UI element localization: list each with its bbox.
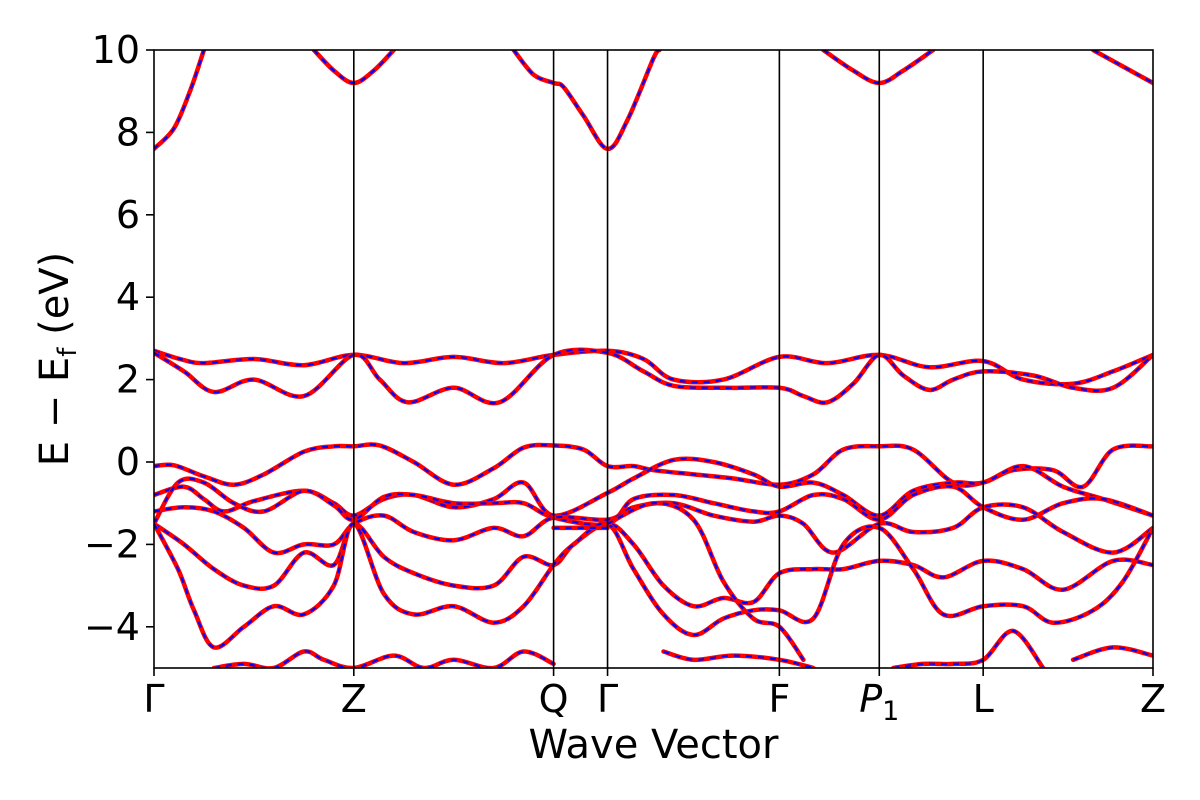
y-axis-label-main: E − E — [32, 357, 78, 467]
y-tick-label-5: 6 — [116, 193, 140, 237]
x-tick-label-7: Z — [1140, 677, 1166, 721]
band-8-line — [154, 456, 1153, 518]
y-axis-label-unit: (eV) — [32, 252, 78, 348]
band-6-overlay — [154, 348, 1153, 405]
band-11-line — [154, 521, 1153, 609]
band-18-overlay — [1072, 646, 1153, 661]
y-axis-label-sub: f — [53, 347, 83, 357]
band-4-overlay — [1092, 50, 1153, 84]
y-axis-label: E − Ef (eV) — [32, 252, 83, 467]
band-0-line — [154, 50, 207, 152]
y-tick-label-6: 8 — [116, 110, 140, 154]
band-0-overlay — [154, 50, 205, 150]
band-4-line — [1090, 50, 1153, 86]
band-12-line — [154, 520, 1153, 650]
band-15-line — [211, 649, 556, 668]
kpoint-lines — [352, 50, 984, 668]
band-2-overlay — [512, 50, 661, 150]
y-tick-label-1: −2 — [84, 522, 140, 566]
band-3-overlay — [822, 50, 934, 85]
band-13-line — [605, 500, 806, 663]
y-tick-label-3: 2 — [116, 358, 140, 402]
y-axis-ticks: −4 −2 0 2 4 6 8 10 — [84, 28, 154, 649]
band-lines — [154, 50, 1153, 668]
x-tick-label-5: P1 — [859, 677, 899, 727]
band-11-overlay — [154, 522, 1153, 608]
y-tick-label-0: −4 — [84, 605, 140, 649]
x-tick-label-1: Z — [341, 677, 367, 721]
band-16-line — [661, 649, 816, 668]
y-tick-label-7: 10 — [92, 28, 140, 72]
x-tick-label-0: Γ — [143, 677, 164, 721]
x-tick-label-2: Q — [539, 677, 569, 721]
x-tick-label-3: Γ — [597, 677, 618, 721]
band-18-line — [1070, 645, 1153, 663]
y-tick-label-4: 4 — [116, 275, 140, 319]
band-10-line — [154, 500, 1153, 556]
band-17-overlay — [893, 629, 1044, 668]
band-3-line — [821, 50, 936, 86]
plot-frame — [153, 49, 1154, 669]
band-2-line — [511, 50, 662, 152]
x-axis-label: Wave Vector — [529, 722, 780, 768]
band-12-overlay — [154, 522, 1153, 649]
y-tick-label-2: 0 — [116, 440, 140, 484]
band-17-line — [891, 628, 1046, 668]
x-axis-ticks: Γ Z Q Γ F P1 L Z — [143, 668, 1166, 727]
band-15-overlay — [213, 650, 555, 668]
x-tick-label-6: L — [973, 677, 994, 721]
band-5-overlay — [154, 349, 1153, 386]
band-13-overlay — [607, 502, 805, 661]
x-tick-label-4: F — [768, 677, 790, 721]
